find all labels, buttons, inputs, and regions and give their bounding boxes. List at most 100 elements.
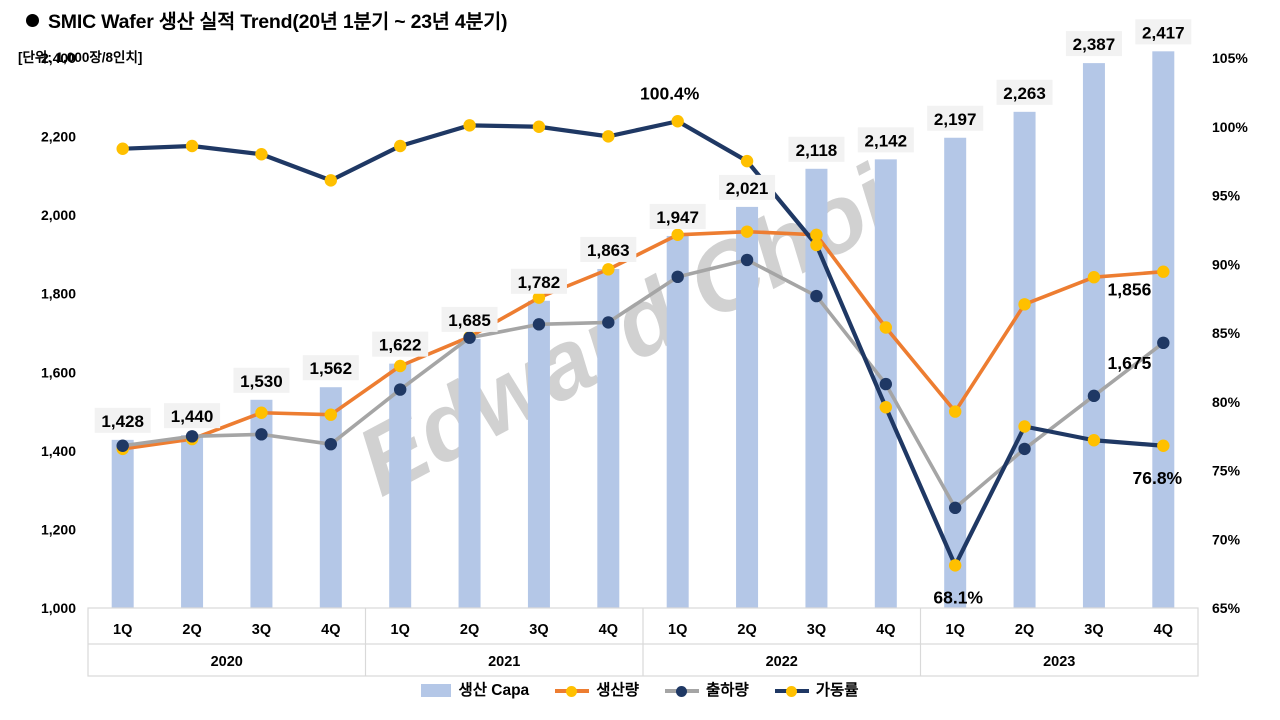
data-point-marker: [671, 115, 684, 128]
data-point-marker: [532, 291, 546, 304]
y-axis-left-tick: 1,200: [41, 521, 76, 537]
x-axis-quarter-label: 1Q: [113, 622, 132, 638]
data-label-bg: [719, 174, 776, 200]
data-point-marker: [255, 428, 268, 441]
data-point-marker: [393, 383, 407, 396]
x-axis-quarter-label: 3Q: [529, 622, 548, 638]
bar-data-label: 2,387: [1073, 35, 1116, 54]
bar-data-label: 1,530: [240, 372, 283, 391]
data-label-bg: [580, 236, 637, 262]
legend-item[interactable]: 가동률: [774, 682, 859, 699]
bar: [1082, 63, 1105, 609]
legend-marker-dot-icon: [675, 685, 687, 697]
x-axis-year-label: 2020: [211, 654, 243, 670]
bar-data-label: 2,263: [1003, 84, 1046, 103]
x-axis-quarter-label: 2Q: [460, 622, 479, 638]
bar: [666, 235, 689, 608]
utilization-annotation: 76.8%: [1133, 468, 1183, 488]
data-label-bg: [788, 136, 845, 162]
legend-marker-dot-icon: [785, 685, 797, 697]
bar: [389, 363, 412, 608]
data-label-bg: [927, 105, 984, 131]
data-point-marker: [1157, 439, 1170, 452]
data-point-marker: [1157, 265, 1170, 278]
y-axis-left-tick: 2,400: [41, 50, 76, 66]
line-생산량: [120, 229, 1166, 451]
data-label-bg: [94, 407, 151, 433]
y-axis-right-tick: 95%: [1212, 188, 1241, 204]
bar: [1013, 111, 1036, 609]
data-point-marker: [185, 139, 199, 153]
data-point-marker: [879, 321, 893, 334]
data-point-marker: [1087, 389, 1101, 403]
marker-group: [116, 115, 1170, 572]
bar-data-label: 2,118: [796, 141, 838, 160]
data-point-marker: [185, 430, 199, 443]
data-point-marker: [393, 359, 407, 373]
x-axis-year-label: 2022: [766, 654, 798, 670]
bar-data-label: 1,947: [656, 208, 699, 227]
data-point-marker: [740, 154, 754, 168]
data-point-marker: [948, 559, 962, 572]
legend-item[interactable]: 출하량: [664, 683, 749, 699]
data-point-marker: [463, 331, 476, 344]
x-axis-quarter-label: 4Q: [1154, 622, 1173, 638]
x-axis-year-label: 2021: [488, 654, 520, 670]
data-point-marker: [879, 401, 893, 414]
data-point-marker: [1018, 442, 1031, 456]
x-axis-quarter-label: 2Q: [182, 622, 201, 638]
legend-item-label: 생산 Capa: [458, 682, 530, 699]
data-point-marker: [1157, 336, 1170, 350]
legend-item[interactable]: 생산량: [555, 683, 639, 699]
y-axis-left: 1,000 1,200 1,400 1,600 1,800 2,000 2,200 2,400: [41, 50, 76, 616]
x-axis-quarter-label: 2Q: [1015, 622, 1034, 638]
y-axis-right-tick: 105%: [1212, 50, 1248, 66]
chart-title-text: SMIC Wafer 생산 실적 Trend(20년 1분기 ~ 23년 4분기…: [48, 11, 508, 33]
y-axis-left-tick: 1,400: [41, 443, 76, 459]
legend-item-label: 가동률: [815, 682, 859, 699]
data-label-bg: [857, 127, 914, 153]
legend-line-swatch-icon: [664, 684, 699, 697]
legend-item-label: 생산량: [596, 682, 639, 699]
utilization-annotation: 68.1%: [933, 587, 983, 607]
data-label-bg: [996, 79, 1053, 105]
data-label-bg: [233, 367, 290, 393]
bar: [527, 300, 550, 608]
bar: [944, 137, 967, 608]
data-point-marker: [671, 228, 684, 241]
bar-data-labels: 1,428 1,440 1,530 1,562 1,622 1,685 1,782 1,863…: [94, 19, 1192, 433]
x-axis-quarter-label: 3Q: [807, 622, 826, 638]
bar-data-label: 1,622: [379, 336, 422, 355]
bar-data-label: 1,863: [587, 241, 630, 260]
data-point-marker: [1018, 420, 1031, 433]
data-point-marker: [255, 406, 268, 419]
data-point-marker: [602, 316, 615, 329]
data-point-marker: [255, 148, 268, 161]
data-point-marker: [810, 289, 823, 303]
bar: [736, 206, 759, 608]
data-point-marker: [948, 501, 962, 515]
data-point-marker: [948, 405, 962, 418]
y-axis-left-tick: 2,000: [41, 207, 76, 223]
data-point-marker: [324, 437, 338, 451]
page-title: SMIC Wafer 생산 실적 Trend(20년 1분기 ~ 23년 4분기…: [26, 5, 507, 34]
y-axis-right-tick: 75%: [1212, 463, 1241, 479]
x-axis-quarter-label: 4Q: [876, 622, 895, 638]
y-axis-left-tick: 1,000: [41, 600, 76, 616]
unit-note: [단위: 1,000장/8인치]: [18, 50, 143, 65]
x-axis-quarter-label: 4Q: [599, 622, 618, 638]
x-axis-quarter-label: 3Q: [1084, 622, 1103, 638]
legend-marker-dot-icon: [566, 685, 578, 697]
data-point-marker: [671, 270, 684, 284]
data-point-marker: [116, 439, 129, 452]
data-point-marker: [116, 142, 129, 155]
y-axis-left-tick: 2,200: [41, 129, 76, 145]
data-point-marker: [740, 225, 754, 238]
data-label-bg: [372, 331, 429, 357]
legend-line-swatch-icon: [774, 684, 809, 697]
bar: [111, 439, 134, 608]
legend-item[interactable]: 생산 Capa: [421, 683, 529, 699]
data-label-bg: [510, 268, 567, 294]
legend-bar-swatch-icon: [421, 684, 452, 698]
x-axis-quarter-label: 3Q: [252, 622, 271, 638]
